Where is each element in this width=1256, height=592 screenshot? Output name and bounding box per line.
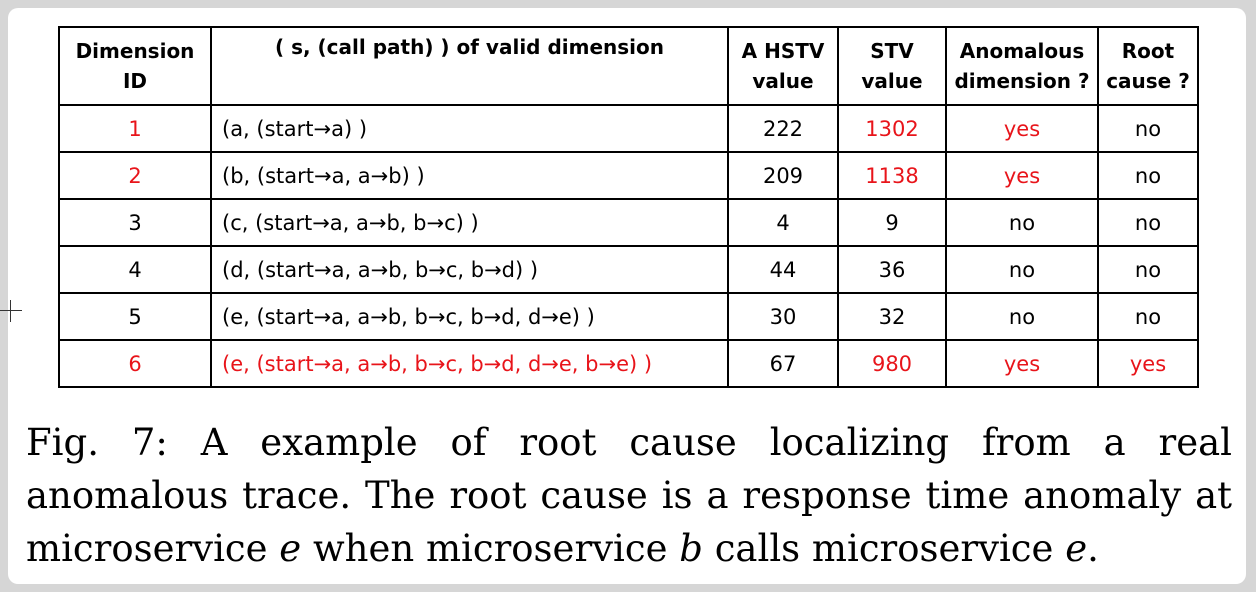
table-row: 5 (e, (start→a, a→b, b→c, b→d, d→e) ) 30… (58, 292, 1199, 341)
root-cause-cell: no (1097, 245, 1199, 294)
anomalous-cell: yes (945, 151, 1099, 200)
header-dimension-id-line1: Dimension (75, 39, 195, 63)
a-hstv-cell: 4 (727, 198, 839, 247)
crosshair-cursor-icon (0, 300, 22, 322)
header-stv: STV value (837, 26, 947, 106)
a-hstv-cell: 30 (727, 292, 839, 341)
dimension-id-cell: 1 (58, 104, 212, 153)
call-path-cell: (c, (start→a, a→b, b→c) ) (210, 198, 729, 247)
call-path-cell: (d, (start→a, a→b, b→c, b→d) ) (210, 245, 729, 294)
call-path-cell: (e, (start→a, a→b, b→c, b→d, d→e, b→e) ) (210, 339, 729, 388)
caption-text-4: . (1087, 527, 1099, 570)
dimension-id-cell: 2 (58, 151, 212, 200)
caption-text-3: calls microservice (702, 527, 1066, 570)
figure-caption: Fig. 7: A example of root cause localizi… (26, 416, 1232, 575)
root-cause-cell: no (1097, 198, 1199, 247)
table-row: 3 (c, (start→a, a→b, b→c) ) 4 9 no no (58, 198, 1199, 247)
result-table: Dimension ID ( s, (call path) ) of valid… (58, 26, 1199, 388)
a-hstv-cell: 67 (727, 339, 839, 388)
header-stv-line1: STV (870, 39, 914, 63)
anomalous-cell: no (945, 198, 1099, 247)
a-hstv-cell: 209 (727, 151, 839, 200)
caption-var-e: e (279, 527, 302, 570)
root-cause-cell: no (1097, 151, 1199, 200)
table-row: 1 (a, (start→a) ) 222 1302 yes no (58, 104, 1199, 153)
anomalous-cell: no (945, 245, 1099, 294)
header-root-cause-line2: cause ? (1106, 69, 1190, 93)
call-path-cell: (b, (start→a, a→b) ) (210, 151, 729, 200)
header-call-path-line1: ( s, (call path) ) of valid dimension (274, 35, 665, 59)
root-cause-cell: no (1097, 104, 1199, 153)
table-row: 2 (b, (start→a, a→b) ) 209 1138 yes no (58, 151, 1199, 200)
header-anomalous-line1: Anomalous (959, 39, 1085, 63)
caption-var-b: b (679, 527, 703, 570)
table-row: 6 (e, (start→a, a→b, b→c, b→d, d→e, b→e)… (58, 339, 1199, 388)
dimension-id-cell: 5 (58, 292, 212, 341)
root-cause-cell: no (1097, 292, 1199, 341)
root-cause-cell: yes (1097, 339, 1199, 388)
header-stv-line2: value (861, 69, 923, 93)
stv-cell: 1302 (837, 104, 947, 153)
dimension-id-cell: 4 (58, 245, 212, 294)
stv-cell: 36 (837, 245, 947, 294)
table-header-row: Dimension ID ( s, (call path) ) of valid… (58, 26, 1199, 106)
table-row: 4 (d, (start→a, a→b, b→c, b→d) ) 44 36 n… (58, 245, 1199, 294)
header-dimension-id-line2: ID (122, 69, 148, 93)
header-anomalous: Anomalous dimension ? (945, 26, 1099, 106)
stv-cell: 980 (837, 339, 947, 388)
anomalous-cell: yes (945, 339, 1099, 388)
caption-var-e-2: e (1065, 527, 1088, 570)
header-call-path: ( s, (call path) ) of valid dimension (210, 26, 729, 106)
stv-cell: 1138 (837, 151, 947, 200)
a-hstv-cell: 44 (727, 245, 839, 294)
stv-cell: 32 (837, 292, 947, 341)
header-a-hstv-line1: A HSTV (741, 39, 825, 63)
stv-cell: 9 (837, 198, 947, 247)
header-anomalous-line2: dimension ? (954, 69, 1090, 93)
header-a-hstv: A HSTV value (727, 26, 839, 106)
a-hstv-cell: 222 (727, 104, 839, 153)
header-a-hstv-line2: value (752, 69, 814, 93)
header-root-cause-line1: Root (1121, 39, 1175, 63)
dimension-id-cell: 3 (58, 198, 212, 247)
dimension-id-cell: 6 (58, 339, 212, 388)
anomalous-cell: yes (945, 104, 1099, 153)
call-path-cell: (a, (start→a) ) (210, 104, 729, 153)
call-path-cell: (e, (start→a, a→b, b→c, b→d, d→e) ) (210, 292, 729, 341)
header-dimension-id: Dimension ID (58, 26, 212, 106)
anomalous-cell: no (945, 292, 1099, 341)
caption-text-1: Fig. 7: A example of root cause localizi… (26, 421, 1232, 570)
header-root-cause: Root cause ? (1097, 26, 1199, 106)
caption-text-2: when microservice (301, 527, 680, 570)
